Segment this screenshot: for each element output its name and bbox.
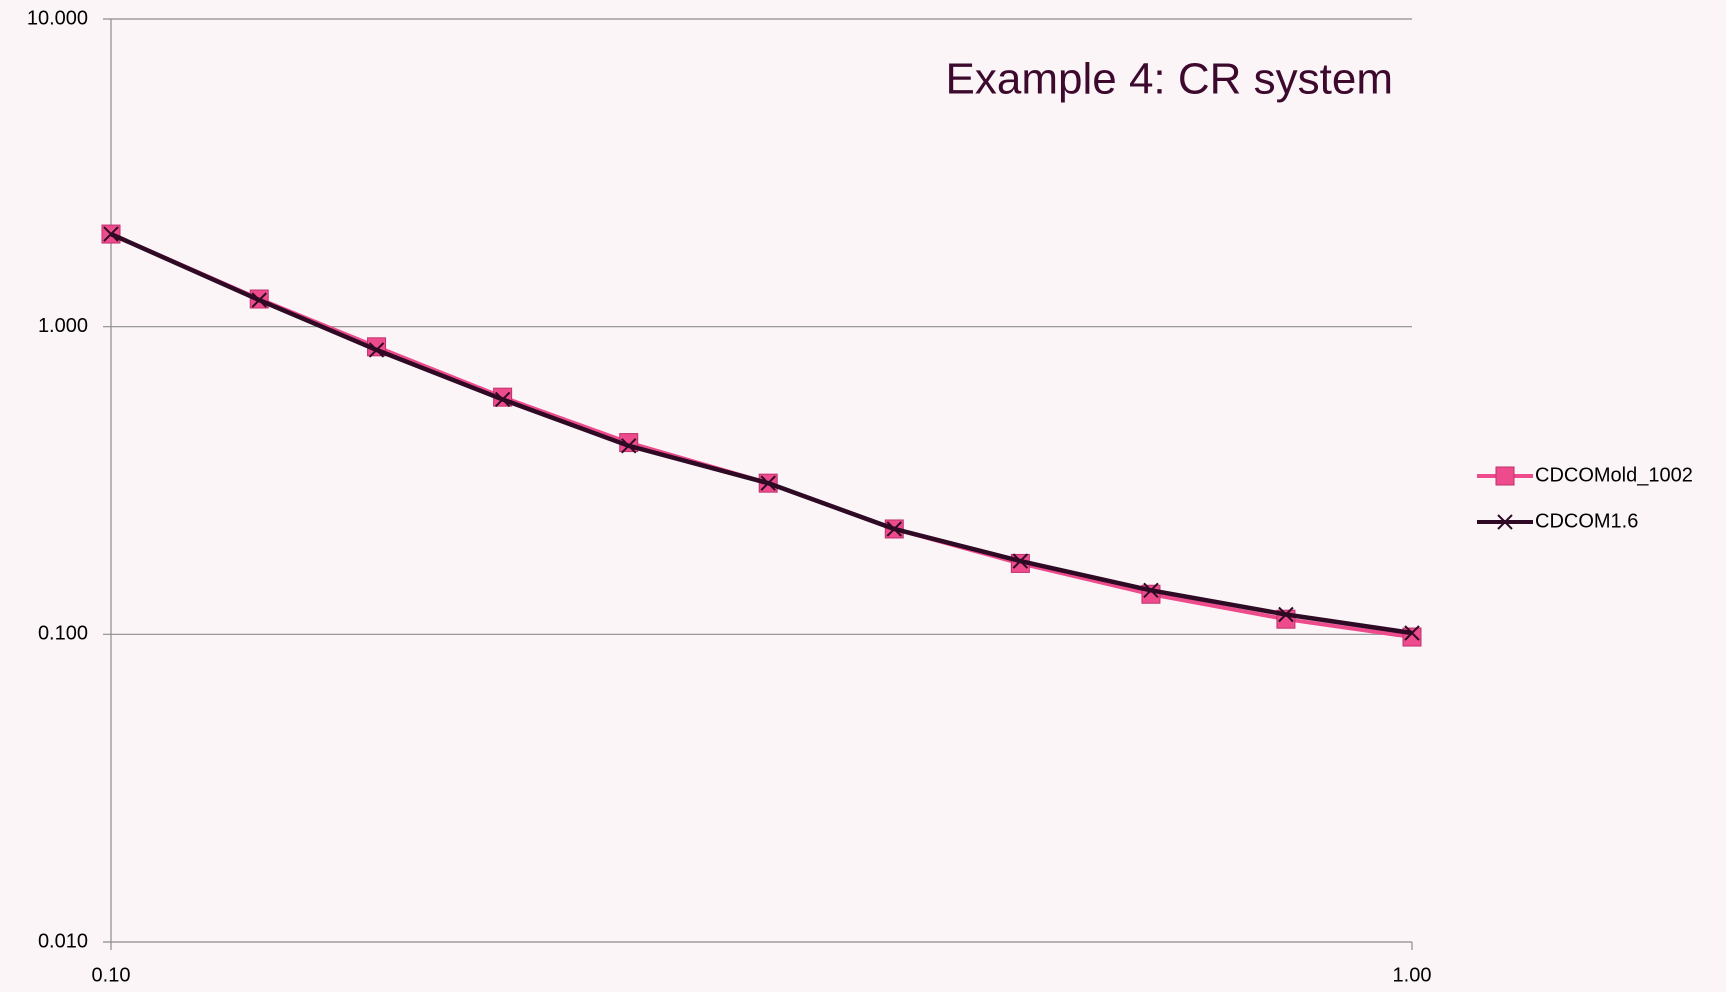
y-tick-label: 1.000 bbox=[38, 315, 88, 337]
marker bbox=[1404, 625, 1420, 641]
y-tick-label: 0.100 bbox=[38, 623, 88, 645]
marker bbox=[1143, 582, 1159, 599]
marker bbox=[103, 226, 119, 242]
marker bbox=[1495, 466, 1515, 486]
marker bbox=[760, 475, 776, 491]
legend-label: CDCOMold_1002 bbox=[1535, 464, 1693, 486]
chart-title: Example 4: CR system bbox=[946, 55, 1393, 104]
y-tick-label: 10.000 bbox=[27, 7, 88, 29]
marker bbox=[368, 342, 385, 358]
marker bbox=[1012, 553, 1029, 569]
marker bbox=[1497, 514, 1513, 530]
legend-label: CDCOM1.6 bbox=[1535, 510, 1638, 532]
marker bbox=[1278, 606, 1294, 623]
y-tick-label: 0.010 bbox=[38, 930, 88, 952]
marker bbox=[494, 391, 511, 408]
x-tick-label: 1.00 bbox=[1393, 964, 1432, 986]
marker bbox=[886, 521, 902, 537]
marker bbox=[621, 438, 637, 454]
marker bbox=[251, 292, 267, 308]
x-tick-label: 0.10 bbox=[92, 964, 131, 986]
